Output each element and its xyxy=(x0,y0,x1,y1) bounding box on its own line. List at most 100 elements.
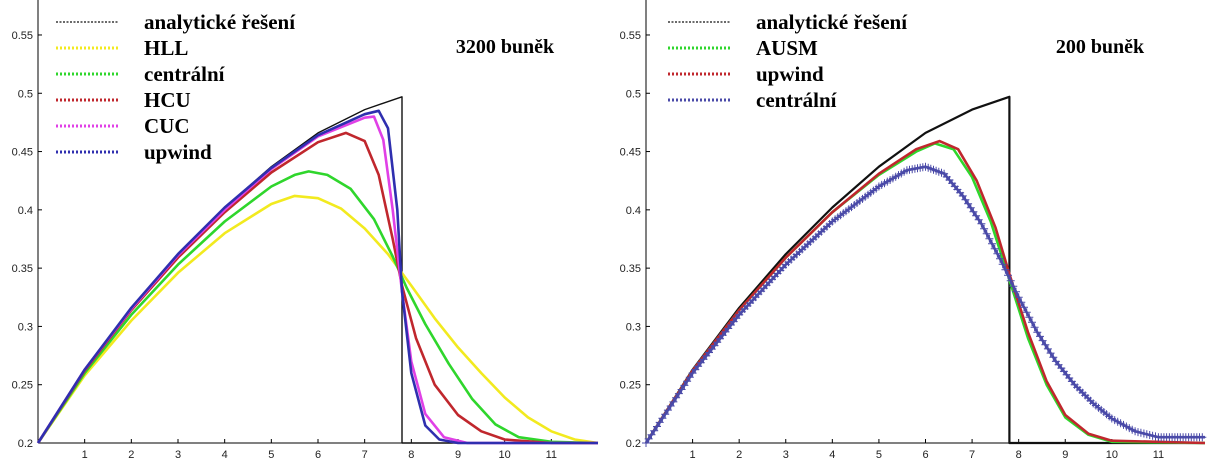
plus-marker xyxy=(644,434,653,443)
series-line-2 xyxy=(644,142,1206,445)
x-tick-label: 1 xyxy=(690,449,696,461)
plus-marker xyxy=(996,254,1004,263)
x-tick-label: 7 xyxy=(969,449,975,461)
y-tick-label: 0.45 xyxy=(12,147,33,159)
y-tick-label: 0.2 xyxy=(18,438,33,450)
plus-marker xyxy=(642,439,650,447)
plus-marker xyxy=(669,397,678,406)
y-tick-label: 0.5 xyxy=(626,88,641,100)
plus-marker xyxy=(998,260,1007,269)
x-tick-label: 11 xyxy=(1153,449,1164,461)
plus-marker xyxy=(985,234,994,243)
plus-marker xyxy=(1028,318,1036,327)
plus-marker xyxy=(677,385,686,394)
plus-marker xyxy=(1043,344,1052,353)
legend-label-3: centrální xyxy=(144,62,226,86)
y-tick-label: 0.35 xyxy=(620,263,641,275)
series-line-2 xyxy=(36,194,599,445)
legend-label-4: centrální xyxy=(756,88,838,112)
plus-marker xyxy=(993,249,1002,258)
series-line-6 xyxy=(36,109,598,445)
y-tick-label: 0.4 xyxy=(18,205,33,217)
series-markers-4 xyxy=(642,162,1207,447)
x-tick-label: 7 xyxy=(362,449,368,461)
x-tick-label: 9 xyxy=(1062,449,1068,461)
series-line-5 xyxy=(36,115,598,445)
plus-marker xyxy=(1014,293,1023,302)
x-tick-label: 2 xyxy=(736,449,742,461)
plus-marker xyxy=(1006,276,1015,285)
plus-marker xyxy=(663,406,672,415)
legend-label-2: HLL xyxy=(144,36,188,60)
plus-marker xyxy=(1025,313,1034,322)
y-tick-label: 0.55 xyxy=(12,30,33,42)
plus-marker xyxy=(990,244,999,253)
legend-label-1: analytické řešení xyxy=(756,10,908,34)
x-tick-label: 10 xyxy=(499,449,511,461)
y-tick-label: 0.55 xyxy=(620,30,641,42)
plus-marker xyxy=(1041,340,1050,349)
x-tick-label: 6 xyxy=(922,449,928,461)
y-tick-label: 0.25 xyxy=(12,380,33,392)
plus-marker xyxy=(1004,271,1012,280)
y-tick-label: 0.4 xyxy=(626,205,641,217)
x-tick-label: 8 xyxy=(1016,449,1022,461)
x-tick-label: 5 xyxy=(268,449,274,461)
plus-marker xyxy=(1198,433,1207,442)
plus-marker xyxy=(1038,336,1047,345)
plus-marker xyxy=(1046,349,1055,358)
plus-marker xyxy=(1020,303,1028,312)
x-tick-label: 10 xyxy=(1106,449,1118,461)
plus-marker xyxy=(672,393,681,402)
plus-marker xyxy=(650,426,659,435)
plus-marker xyxy=(647,430,656,439)
y-tick-label: 0.3 xyxy=(18,321,33,333)
plus-marker xyxy=(1012,287,1020,296)
plus-marker xyxy=(666,402,675,410)
x-tick-label: 5 xyxy=(876,449,882,461)
y-tick-label: 0.5 xyxy=(18,88,33,100)
plus-marker xyxy=(977,219,986,228)
legend-label-1: analytické řešení xyxy=(144,10,296,34)
plus-marker xyxy=(653,422,661,431)
x-tick-label: 11 xyxy=(546,449,557,461)
plus-marker xyxy=(683,377,692,386)
plus-marker xyxy=(982,229,991,238)
legend-label-6: upwind xyxy=(144,140,212,164)
plus-marker xyxy=(1022,308,1031,317)
x-tick-label: 3 xyxy=(175,449,181,461)
plus-marker xyxy=(1033,328,1042,337)
x-tick-label: 9 xyxy=(455,449,461,461)
plus-marker xyxy=(1030,323,1039,332)
plus-marker xyxy=(658,414,667,423)
plus-marker xyxy=(1009,282,1018,291)
plus-marker xyxy=(988,239,996,248)
x-tick-label: 6 xyxy=(315,449,321,461)
chart-annotation: 3200 buněk xyxy=(456,36,555,58)
x-tick-label: 1 xyxy=(82,449,88,461)
y-tick-label: 0.45 xyxy=(620,147,641,159)
plus-marker xyxy=(661,410,670,419)
plus-marker xyxy=(980,224,989,233)
series-line-3 xyxy=(644,139,1206,445)
y-tick-label: 0.2 xyxy=(626,438,641,450)
series-line-3 xyxy=(36,170,599,445)
series-line-4 xyxy=(36,131,598,445)
plus-marker xyxy=(674,389,683,398)
y-tick-label: 0.25 xyxy=(620,380,641,392)
legend-label-3: upwind xyxy=(756,62,824,86)
x-tick-label: 4 xyxy=(829,449,835,461)
x-tick-label: 2 xyxy=(128,449,134,461)
plus-marker xyxy=(680,381,689,390)
chart-panel-1: 0.2 0.25 0.3 0.35 0.4 0.45 0.5 0.55 1 2 3 4 5 6 7 8 9 10 1… xyxy=(12,0,599,461)
y-tick-label: 0.3 xyxy=(626,321,641,333)
chart-panel-2: 0.2 0.25 0.3 0.35 0.4 0.45 0.5 0.55 1 2 3 4 5 6 7 8 9 10 1… xyxy=(620,0,1207,461)
x-tick-label: 4 xyxy=(222,449,228,461)
chart-annotation: 200 buněk xyxy=(1056,36,1145,58)
plus-marker xyxy=(655,418,664,427)
plus-marker xyxy=(1017,298,1026,307)
plus-marker xyxy=(1001,265,1010,274)
legend-label-5: CUC xyxy=(144,114,190,138)
plus-marker xyxy=(685,373,694,382)
